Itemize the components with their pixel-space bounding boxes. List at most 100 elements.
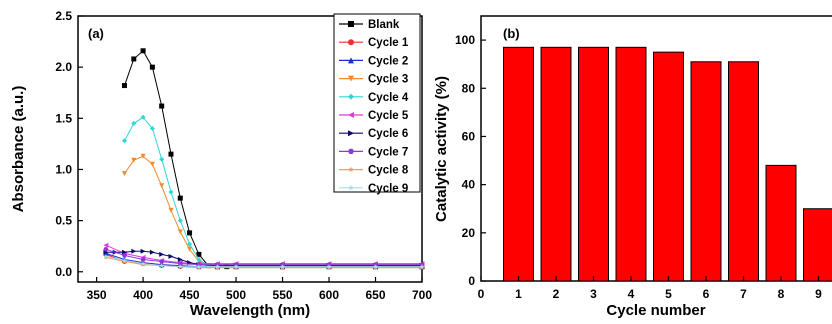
data-point xyxy=(140,257,146,262)
legend-marker xyxy=(348,112,354,118)
legend-label: Cycle 2 xyxy=(368,55,408,67)
legend-marker xyxy=(348,39,354,46)
legend-label: Cycle 5 xyxy=(368,110,409,122)
legend-label: Cycle 8 xyxy=(368,165,409,177)
legend-label: Cycle 1 xyxy=(368,37,409,49)
data-point xyxy=(122,258,127,263)
y-tick-label-b: 100 xyxy=(455,33,475,47)
legend-label: Cycle 7 xyxy=(368,146,408,158)
bar-cycle-9 xyxy=(803,208,832,282)
legend-marker xyxy=(348,148,354,154)
legend-label: Cycle 4 xyxy=(368,92,409,104)
data-point xyxy=(177,195,183,201)
x-tick-label-b: 1 xyxy=(515,287,522,301)
data-point xyxy=(187,241,193,247)
x-tick-label-a: 700 xyxy=(412,288,432,302)
data-point xyxy=(140,114,146,120)
data-point xyxy=(233,264,239,269)
legend-marker xyxy=(348,93,354,100)
y-axis-label-a: Absorbance (a.u.) xyxy=(10,86,27,213)
y-tick-label-b: 80 xyxy=(462,81,476,95)
data-point xyxy=(103,242,109,248)
x-axis-label-b: Cycle number xyxy=(606,302,705,319)
x-tick-label-a: 400 xyxy=(133,288,153,302)
y-tick-label-b: 20 xyxy=(462,226,476,240)
legend-marker xyxy=(348,75,354,82)
legend-marker xyxy=(348,184,354,191)
x-tick-label-a: 650 xyxy=(365,288,385,302)
x-tick-label-a: 450 xyxy=(180,288,200,302)
data-point xyxy=(196,251,202,257)
data-point xyxy=(159,251,165,257)
data-point xyxy=(149,249,155,255)
data-point xyxy=(419,264,425,269)
data-point xyxy=(159,259,165,264)
legend-label: Cycle 6 xyxy=(368,128,408,140)
series-line xyxy=(105,255,422,268)
panel-label-a: (a) xyxy=(88,26,104,41)
x-tick-label-b: 5 xyxy=(665,287,672,301)
x-tick-label-b: 6 xyxy=(703,287,710,301)
legend-item: Cycle 4 xyxy=(339,92,409,104)
legend-box xyxy=(333,13,421,193)
data-point xyxy=(177,218,183,224)
data-point xyxy=(149,64,155,70)
legend-marker xyxy=(348,21,354,27)
bar-cycle-8 xyxy=(765,164,797,282)
data-point xyxy=(122,138,127,144)
bar-cycle-5 xyxy=(653,51,684,282)
x-axis-label-a: Wavelength (nm) xyxy=(190,302,310,319)
x-tick-label-a: 500 xyxy=(226,288,246,302)
data-point xyxy=(168,189,174,195)
x-tick-label-b: 8 xyxy=(778,287,785,301)
series-cycle-7 xyxy=(103,247,425,267)
data-point xyxy=(140,248,146,254)
data-point xyxy=(131,56,137,62)
data-point xyxy=(149,161,155,167)
x-tick-label-b: 3 xyxy=(590,287,597,301)
data-point xyxy=(131,120,137,126)
x-tick-label-b: 4 xyxy=(628,287,635,301)
legend-label: Cycle 3 xyxy=(368,74,408,86)
data-point xyxy=(280,264,285,269)
y-tick-label-a: 1.5 xyxy=(55,111,72,125)
series-line xyxy=(105,248,422,266)
x-tick-label-b: 7 xyxy=(740,287,747,301)
data-point xyxy=(177,229,183,235)
data-point xyxy=(122,253,127,258)
data-point xyxy=(177,261,183,266)
y-tick-label-b: 40 xyxy=(462,178,476,192)
panel-label-b: (b) xyxy=(503,26,520,41)
data-point xyxy=(168,151,174,157)
data-point xyxy=(159,183,165,189)
legend-a: Blank Cycle 1 Cycle 2 Cycle 3 Cycle 4 Cycle 5… xyxy=(333,13,421,195)
data-point xyxy=(177,264,183,269)
legend-item: Cycle 1 xyxy=(339,37,409,49)
y-tick-label-a: 2.5 xyxy=(55,9,72,23)
y-tick-label-b: 0 xyxy=(468,274,475,288)
data-point xyxy=(177,257,183,262)
data-point xyxy=(196,264,202,269)
legend-item: Cycle 8 xyxy=(339,165,409,177)
legend-item: Cycle 3 xyxy=(339,74,408,86)
data-point xyxy=(131,248,137,254)
y-tick-label-a: 1.0 xyxy=(55,162,72,176)
data-point xyxy=(149,126,155,131)
legend-label: Cycle 9 xyxy=(368,183,408,195)
data-point xyxy=(159,103,165,109)
data-point xyxy=(122,171,127,177)
data-point xyxy=(131,157,137,163)
data-point xyxy=(140,261,146,266)
bar-cycle-7 xyxy=(728,61,759,282)
legend-item: Cycle 6 xyxy=(339,128,408,140)
series-line xyxy=(105,244,422,265)
data-point xyxy=(140,48,146,54)
legend-item: Blank xyxy=(339,19,400,31)
x-tick-label-b: 0 xyxy=(478,287,485,301)
legend-marker xyxy=(348,57,354,64)
x-tick-label-b: 9 xyxy=(815,287,822,301)
bar-cycle-6 xyxy=(690,61,722,282)
data-point xyxy=(187,246,193,252)
